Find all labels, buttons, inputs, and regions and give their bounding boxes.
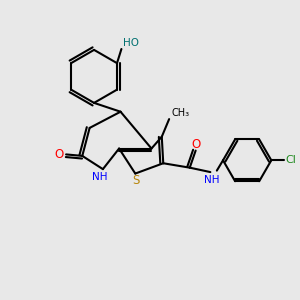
Text: CH₃: CH₃ bbox=[172, 108, 190, 118]
Text: NH: NH bbox=[92, 172, 107, 182]
Text: O: O bbox=[55, 148, 64, 161]
Text: O: O bbox=[192, 138, 201, 151]
Text: Cl: Cl bbox=[285, 155, 296, 165]
Text: HO: HO bbox=[124, 38, 140, 48]
Text: NH: NH bbox=[204, 175, 219, 185]
Text: S: S bbox=[132, 174, 140, 188]
